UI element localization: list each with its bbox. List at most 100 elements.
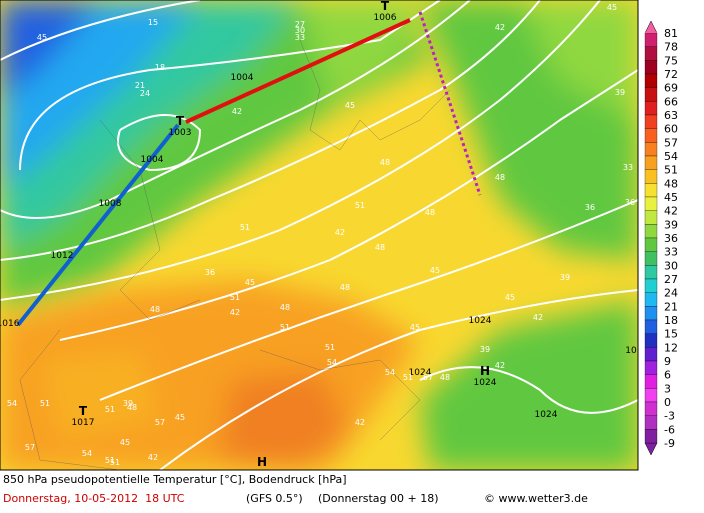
temperature-label: 33 [295, 33, 305, 42]
pressure-symbol: T [381, 0, 390, 13]
coastlines [19, 39, 451, 470]
isobar-label: 1024 [409, 368, 432, 378]
temperature-label: 48 [380, 158, 390, 167]
colorbar-swatch [644, 60, 658, 75]
caption-date: Donnerstag, 10-05-2012 18 UTC [3, 492, 185, 505]
temperature-label: 45 [175, 413, 185, 422]
temperature-label: 39 [560, 273, 570, 282]
colorbar-label: 57 [664, 136, 678, 149]
colorbar-label: 30 [664, 259, 678, 272]
pressure-symbol: H [257, 455, 267, 469]
colorbar-swatch [644, 87, 658, 102]
temperature-label: 42 [495, 23, 505, 32]
pressure-symbol: H [480, 364, 490, 378]
colorbar-label: 75 [664, 54, 678, 67]
occlusion [418, 11, 482, 196]
temperature-label: 42 [230, 308, 240, 317]
temperature-label: 48 [150, 305, 160, 314]
pressure-value: 1024 [474, 378, 497, 388]
cold-front [16, 123, 180, 327]
temperature-label: 30 [295, 26, 305, 35]
temperature-label: 45 [410, 323, 420, 332]
temperature-label: 33 [623, 163, 633, 172]
temperature-label: 36 [585, 203, 595, 212]
temperature-label: 42 [533, 313, 543, 322]
colorbar-swatch [644, 224, 658, 239]
colorbar-label: 60 [664, 123, 678, 136]
temperature-label: 57 [155, 418, 165, 427]
temperature-label: 45 [120, 438, 130, 447]
colorbar-swatch [644, 333, 658, 348]
caption-credit: © www.wetter3.de [484, 492, 588, 505]
temperature-label: 45 [505, 293, 515, 302]
colorbar-label: 0 [664, 396, 671, 409]
colorbar-swatch [644, 114, 658, 129]
colorbar-swatch [644, 210, 658, 225]
temperature-label: 48 [440, 373, 450, 382]
temperature-label: 48 [127, 403, 137, 412]
temperature-label: 51 [355, 201, 365, 210]
colorbar-label: 42 [664, 205, 678, 218]
colorbar-label: 39 [664, 218, 678, 231]
temperature-label: 51 [40, 399, 50, 408]
temperature-label: 45 [607, 3, 617, 12]
isobar-label: 1024 [535, 410, 558, 420]
isobar-label: 1024 [469, 316, 492, 326]
colorbar-swatch [644, 278, 658, 293]
temperature-label: 57 [423, 373, 433, 382]
temperature-label: 54 [385, 368, 395, 377]
caption-run: (Donnerstag 00 + 18) [318, 492, 439, 505]
temperature-label: 57 [25, 443, 35, 452]
colorbar-swatch [644, 32, 658, 47]
colorbar-swatch [644, 169, 658, 184]
temperature-label: 51 [110, 458, 120, 467]
caption-title: 850 hPa pseudopotentielle Temperatur [°C… [3, 473, 347, 486]
temperature-label: 48 [340, 283, 350, 292]
temperature-label: 36 [625, 198, 635, 207]
caption-model: (GFS 0.5°) [246, 492, 303, 505]
colorbar: 8178757269666360575451484542393633302724… [644, 20, 678, 456]
isobar-label: 1004 [141, 155, 164, 165]
pressure-value: 1017 [72, 418, 95, 428]
temperature-label: 45 [345, 101, 355, 110]
colorbar-swatch [644, 265, 658, 280]
colorbar-label: -6 [664, 423, 675, 436]
colorbar-swatch [644, 251, 658, 266]
colorbar-swatch [644, 155, 658, 170]
isobar-label: 1008 [99, 199, 122, 209]
map-frame [0, 0, 639, 471]
colorbar-swatch [644, 388, 658, 403]
temperature-label: 51 [230, 293, 240, 302]
colorbar-swatch [644, 429, 658, 444]
colorbar-label: 72 [664, 68, 678, 81]
pressure-value: 1006 [374, 13, 397, 23]
colorbar-swatch [644, 319, 658, 334]
colorbar-label: 12 [664, 341, 678, 354]
colorbar-label: 48 [664, 177, 678, 190]
temperature-label: 27 [295, 20, 305, 29]
colorbar-label: 9 [664, 355, 671, 368]
temperature-label: 48 [425, 208, 435, 217]
colorbar-swatch [644, 142, 658, 157]
temperature-label: 54 [82, 449, 92, 458]
pressure-symbol: T [79, 404, 88, 418]
temperature-label: 39 [615, 88, 625, 97]
temperature-label: 48 [280, 303, 290, 312]
colorbar-swatch [645, 32, 657, 33]
colorbar-label: 15 [664, 328, 678, 341]
temperature-label: 42 [232, 107, 242, 116]
temperature-label: 48 [375, 243, 385, 252]
colorbar-label: 66 [664, 95, 678, 108]
colorbar-swatch [644, 128, 658, 143]
colorbar-swatch [644, 196, 658, 211]
colorbar-swatch [644, 374, 658, 389]
temperature-label: 36 [205, 268, 215, 277]
colorbar-label: -3 [664, 410, 675, 423]
warm-front [185, 18, 411, 124]
isobar-label: 10 [625, 346, 637, 356]
colorbar-swatch [644, 292, 658, 307]
colorbar-label: 33 [664, 246, 678, 259]
colorbar-label: 45 [664, 191, 678, 204]
